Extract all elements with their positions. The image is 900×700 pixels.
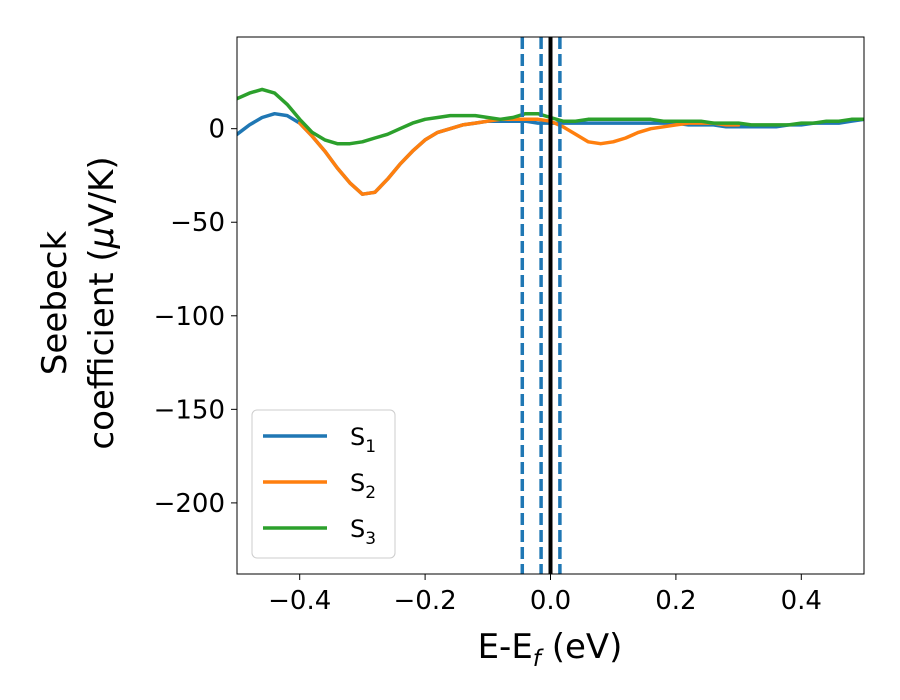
- y-axis-title-suffix: V/K): [82, 156, 122, 226]
- x-axis-title-subscript: f: [533, 646, 544, 672]
- y-ticks: 0 −50 −100 −150 −200: [154, 115, 237, 519]
- x-axis-title-main: E-E: [478, 627, 533, 667]
- x-tick-label: 0.4: [781, 586, 822, 616]
- x-tick-label: 0.2: [655, 586, 696, 616]
- y-tick-label: −200: [154, 489, 225, 519]
- x-tick-label: −0.2: [394, 586, 457, 616]
- y-tick-label: −50: [170, 208, 225, 238]
- x-axis-title: E-Ef (eV): [478, 627, 623, 672]
- legend-label-s1: S1: [350, 423, 376, 457]
- legend: S1 S2 S3: [251, 409, 396, 559]
- x-ticks: −0.4 −0.2 0.0 0.2 0.4: [268, 574, 822, 616]
- x-tick-label: 0.0: [530, 586, 571, 616]
- y-axis-title-mu: μ: [82, 227, 122, 250]
- legend-label-s3: S3: [350, 515, 376, 549]
- x-axis-title-unit: (eV): [541, 627, 623, 667]
- legend-box: [251, 409, 396, 559]
- x-tick-label: −0.4: [268, 586, 331, 616]
- y-axis-title-line2: coefficient (μV/K): [82, 156, 122, 449]
- y-tick-label: −100: [154, 302, 225, 332]
- y-axis-title-prefix: coefficient (: [82, 248, 122, 449]
- y-axis-title-line1: Seebeck: [35, 231, 75, 376]
- plot-area: [237, 37, 864, 574]
- series-line-s2: [297, 117, 741, 196]
- y-tick-label: 0: [208, 115, 225, 145]
- legend-label-s2: S2: [350, 469, 376, 503]
- y-tick-label: −150: [154, 395, 225, 425]
